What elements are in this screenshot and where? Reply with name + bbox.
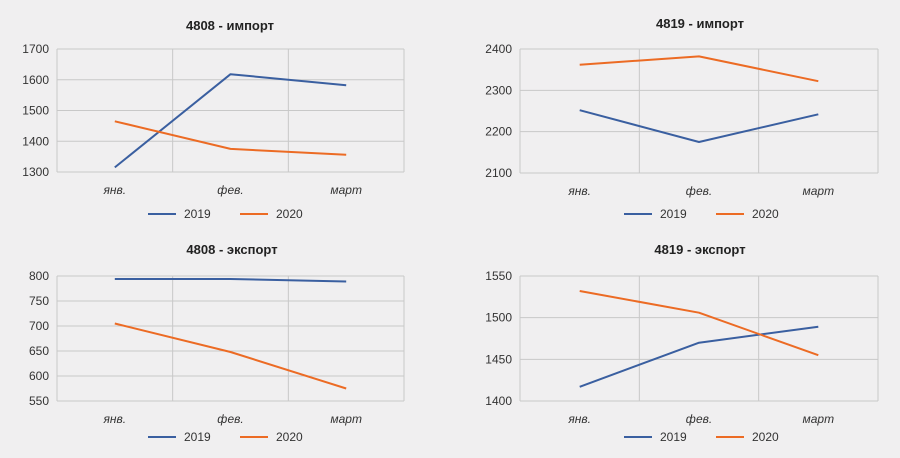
y-tick-label: 750 (29, 294, 49, 308)
series-line-2020 (114, 120, 347, 156)
series-line-2020 (579, 290, 819, 357)
y-tick-label: 2300 (485, 83, 512, 97)
series-line-2019 (579, 325, 819, 388)
legend-label-2020: 2020 (276, 207, 303, 221)
chart-4: 4819 - экспорт 1400 1450 1500 1550 янв. фев. ма… (485, 242, 879, 444)
y-tick-label: 1400 (485, 394, 512, 408)
x-tick-label: янв. (103, 412, 127, 426)
y-tick-label: 650 (29, 344, 49, 358)
series-line-2020 (114, 322, 347, 390)
x-tick-label: янв. (103, 183, 127, 197)
y-tick-label: 1400 (22, 134, 49, 148)
chart-title: 4808 - экспорт (186, 242, 277, 257)
y-tick-label: 2100 (485, 166, 512, 180)
y-tick-label: 1700 (22, 42, 49, 56)
x-tick-label: янв. (567, 412, 591, 426)
y-tick-label: 1500 (22, 104, 49, 118)
legend-label-2019: 2019 (184, 430, 211, 444)
x-tick-label: фев. (686, 184, 712, 198)
y-tick-label: 1300 (22, 165, 49, 179)
x-tick-label: фев. (686, 412, 712, 426)
y-tick-label: 700 (29, 319, 49, 333)
series-line-2019 (579, 109, 819, 143)
chart-title: 4808 - импорт (186, 18, 274, 33)
legend-label-2020: 2020 (276, 430, 303, 444)
legend-label-2019: 2019 (184, 207, 211, 221)
series-line-2019 (114, 73, 347, 169)
y-tick-label: 550 (29, 394, 49, 408)
y-tick-label: 800 (29, 269, 49, 283)
x-tick-label: март (803, 412, 835, 426)
x-tick-label: янв. (567, 184, 591, 198)
y-tick-label: 1450 (485, 352, 512, 366)
chart-3: 4808 - экспорт 550 600 650 700 750 800 янв. фев.… (29, 242, 405, 444)
x-tick-label: фев. (217, 412, 243, 426)
y-tick-label: 1500 (485, 311, 512, 325)
x-tick-label: фев. (217, 183, 243, 197)
legend-label-2019: 2019 (660, 430, 687, 444)
chart-2: 4819 - импорт 2100 2200 2300 2400 янв. фев. мар… (485, 16, 879, 221)
series-line-2019 (114, 278, 347, 283)
y-tick-label: 2200 (485, 125, 512, 139)
chart-1: 4808 - импорт 1300 1400 1500 1600 1700 янв. фев… (22, 18, 405, 221)
legend-label-2020: 2020 (752, 207, 779, 221)
y-tick-label: 600 (29, 369, 49, 383)
chart-title: 4819 - экспорт (654, 242, 745, 257)
x-tick-label: март (330, 183, 362, 197)
legend-label-2019: 2019 (660, 207, 687, 221)
y-tick-label: 1600 (22, 73, 49, 87)
y-tick-label: 2400 (485, 42, 512, 56)
y-tick-label: 1550 (485, 269, 512, 283)
x-tick-label: март (330, 412, 362, 426)
chart-title: 4819 - импорт (656, 16, 744, 31)
series-line-2020 (579, 55, 819, 83)
legend-label-2020: 2020 (752, 430, 779, 444)
x-tick-label: март (803, 184, 835, 198)
